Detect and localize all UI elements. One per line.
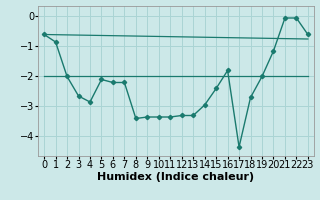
- X-axis label: Humidex (Indice chaleur): Humidex (Indice chaleur): [97, 172, 255, 182]
